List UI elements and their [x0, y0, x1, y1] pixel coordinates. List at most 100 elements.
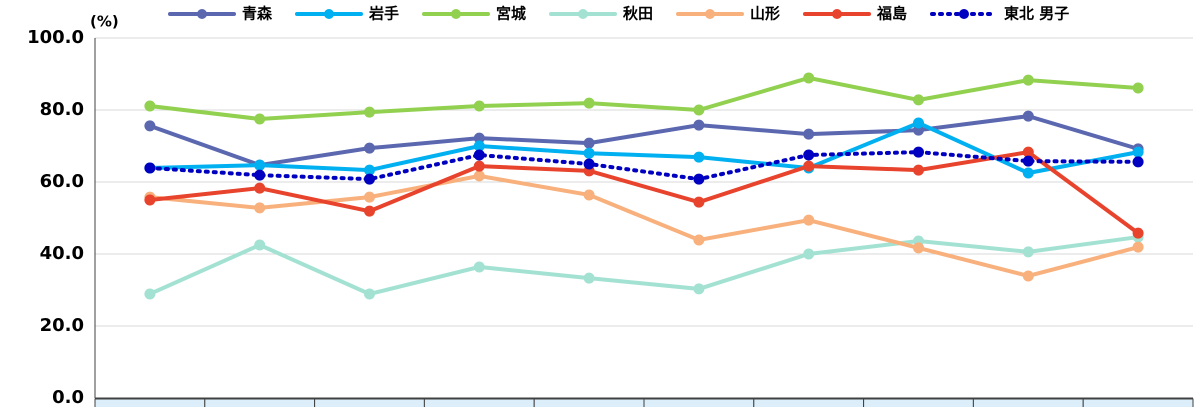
data-point — [693, 234, 705, 246]
data-point — [144, 100, 156, 112]
series-line — [147, 120, 1141, 176]
data-point — [583, 189, 595, 201]
data-point — [254, 182, 266, 194]
series-line — [147, 235, 1141, 297]
data-point — [473, 160, 485, 172]
y-tick-label: 100.0 — [27, 27, 84, 48]
data-point — [473, 100, 485, 112]
data-point — [364, 191, 375, 203]
legend-label: 青森 — [242, 5, 273, 23]
data-point — [803, 248, 815, 260]
y-tick-label: 0.0 — [52, 387, 84, 407]
table-cell — [423, 398, 535, 407]
table-cell — [863, 398, 974, 407]
data-point — [583, 137, 595, 149]
data-point — [364, 142, 375, 154]
data-point — [693, 196, 705, 208]
data-point — [473, 170, 485, 182]
data-point — [913, 242, 924, 254]
table-cell — [204, 398, 316, 407]
data-point — [1132, 227, 1144, 239]
data-point — [473, 149, 485, 161]
data-point — [144, 120, 156, 132]
data-point — [1022, 110, 1034, 122]
data-point — [254, 113, 266, 125]
y-tick-label: 20.0 — [40, 315, 84, 336]
data-point — [254, 202, 266, 214]
data-point — [364, 164, 375, 176]
data-point — [364, 106, 375, 118]
legend-marker — [451, 9, 461, 19]
data-point — [473, 261, 485, 273]
data-point — [693, 173, 705, 185]
data-point — [144, 194, 156, 206]
data-point — [913, 94, 924, 106]
data-point — [583, 158, 595, 170]
data-point — [364, 205, 375, 217]
legend-marker — [578, 9, 588, 19]
y-tick-label: 60.0 — [40, 171, 84, 192]
table-cell — [972, 398, 1084, 407]
legend-marker — [324, 9, 334, 19]
legend-label: 岩手 — [368, 5, 399, 23]
data-point — [693, 119, 705, 131]
data-point — [803, 128, 815, 140]
table-cell — [533, 398, 645, 407]
data-point — [693, 283, 705, 295]
data-point — [473, 132, 485, 144]
table-cell — [753, 398, 865, 407]
data-point — [254, 239, 266, 251]
legend-marker — [959, 9, 969, 19]
data-point — [1022, 167, 1034, 179]
series-line — [147, 150, 1141, 236]
table-cell — [94, 398, 206, 407]
y-tick-label: 80.0 — [40, 99, 84, 120]
legend-label: 秋田 — [623, 5, 653, 23]
data-point — [1132, 146, 1144, 158]
data-point — [693, 151, 705, 163]
data-point — [254, 159, 266, 171]
data-point — [1132, 82, 1144, 94]
data-point — [803, 72, 815, 84]
data-point — [364, 173, 375, 185]
data-point — [1132, 156, 1144, 168]
data-point — [473, 140, 485, 152]
data-point — [1022, 270, 1034, 282]
y-unit: (%) — [90, 13, 119, 31]
data-point — [1022, 246, 1034, 258]
data-point — [803, 160, 815, 172]
data-point — [913, 117, 924, 129]
data-point — [364, 288, 375, 300]
data-point — [144, 162, 156, 174]
data-point — [583, 97, 595, 109]
series-line — [147, 114, 1141, 168]
table-cell — [314, 398, 425, 407]
series-line — [147, 75, 1141, 122]
data-point — [1022, 74, 1034, 86]
data-point — [583, 147, 595, 159]
legend-label: 山形 — [750, 5, 780, 23]
data-point — [913, 164, 924, 176]
data-point — [144, 288, 156, 300]
data-point — [1022, 155, 1034, 167]
legend-marker — [197, 9, 207, 19]
data-point — [803, 214, 815, 226]
data-point — [583, 272, 595, 284]
legend-label: 宮城 — [496, 5, 526, 23]
table-cell — [643, 398, 755, 407]
data-point — [254, 169, 266, 181]
legend-label: 福島 — [876, 5, 907, 23]
series-line — [147, 150, 1141, 182]
data-point — [913, 146, 924, 158]
data-point — [693, 104, 705, 116]
data-point — [1132, 241, 1144, 253]
data-point — [803, 149, 815, 161]
table-cell — [1082, 398, 1194, 407]
legend-marker — [832, 9, 842, 19]
data-point — [1022, 146, 1034, 158]
series-line — [147, 173, 1141, 279]
legend-label: 東北 男子 — [1004, 5, 1069, 23]
y-tick-label: 40.0 — [40, 243, 84, 264]
legend-marker — [705, 9, 715, 19]
